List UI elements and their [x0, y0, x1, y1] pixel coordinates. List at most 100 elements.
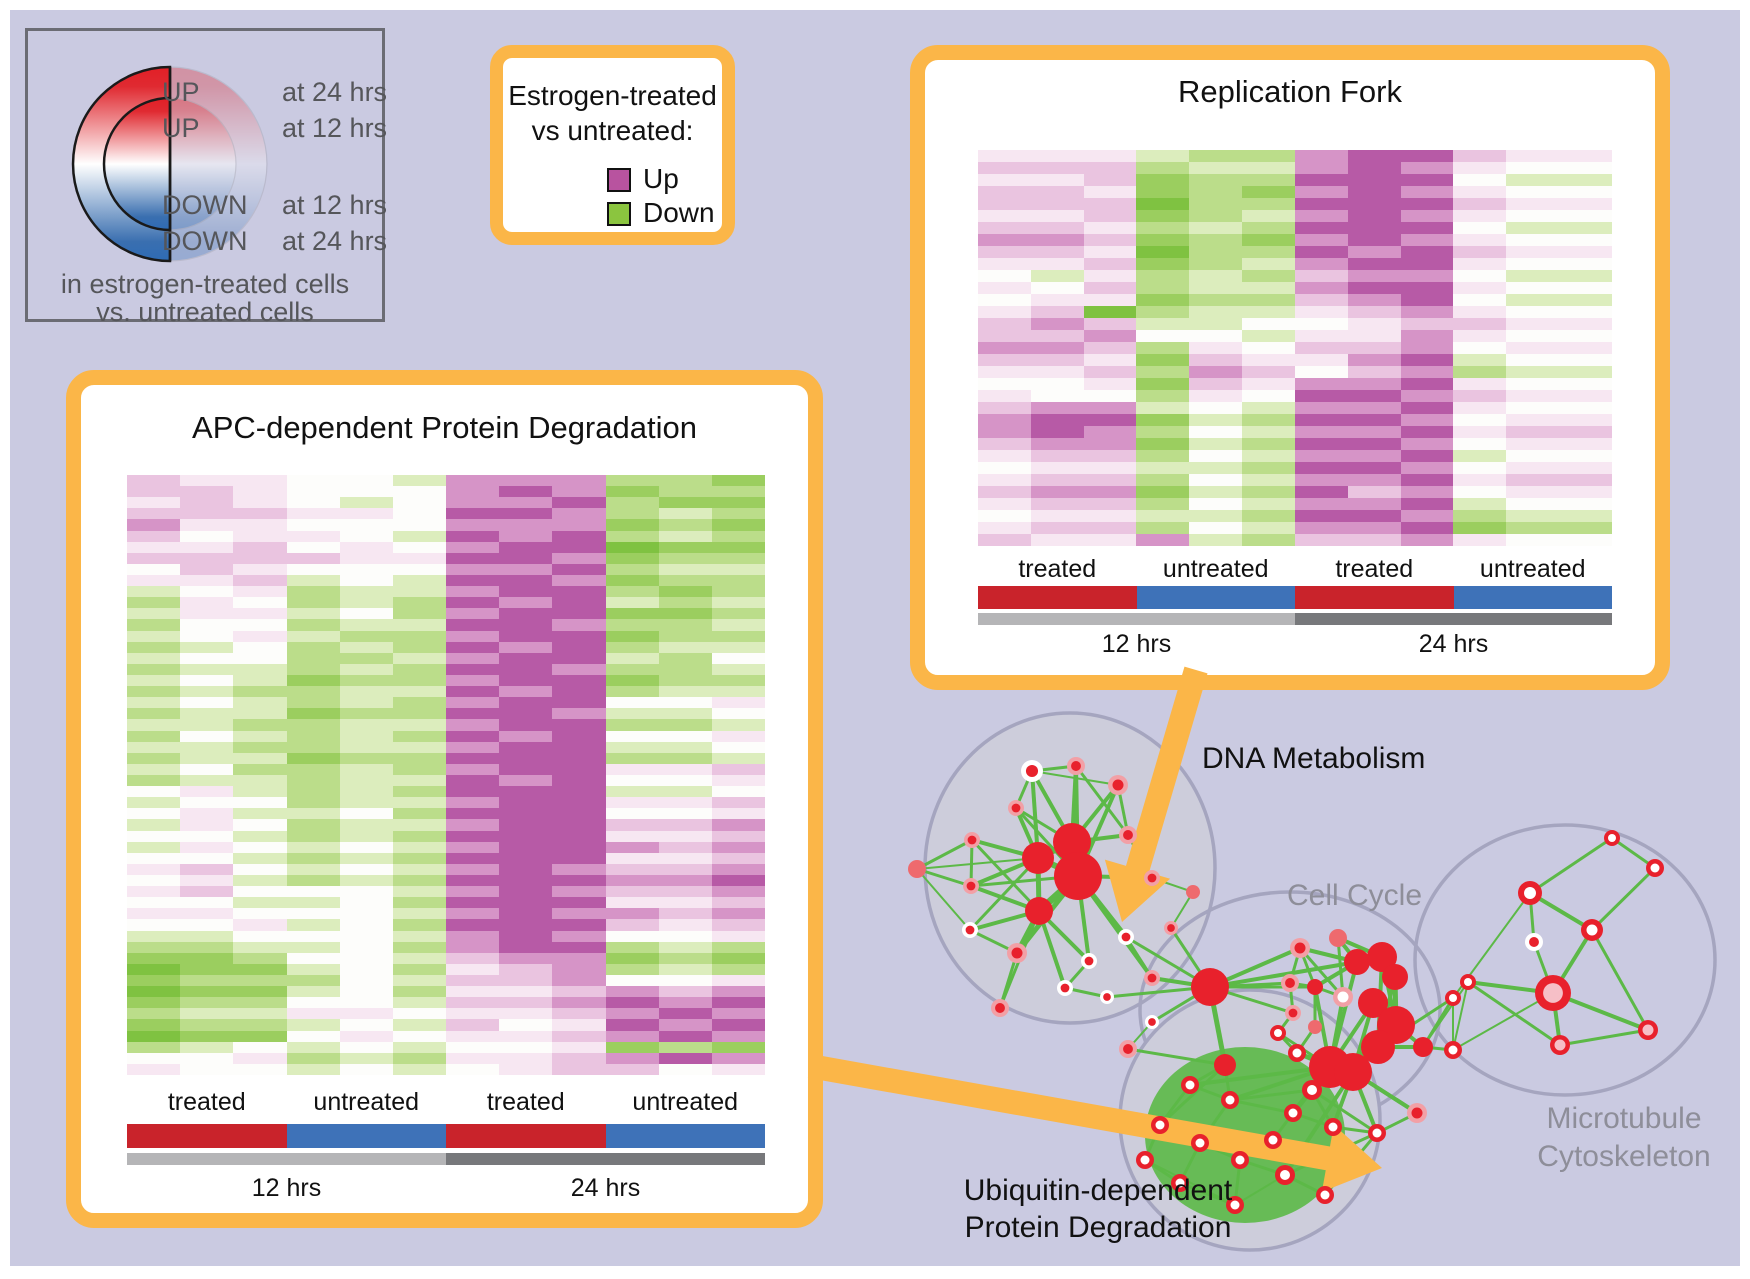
heatmap-cell: [978, 318, 1031, 330]
heatmap-cell: [339, 763, 393, 775]
heatmap-cell: [711, 519, 765, 531]
replication-bar-treated-12: [978, 586, 1137, 609]
heatmap-cell: [1400, 390, 1454, 402]
heatmap-cell: [978, 270, 1031, 282]
heatmap-cell: [711, 1019, 765, 1031]
heatmap-cell: [552, 852, 606, 864]
heatmap-cell: [1347, 198, 1401, 210]
heatmap-cell: [446, 1052, 500, 1064]
heatmap-cell: [499, 930, 553, 942]
heatmap-cell: [605, 508, 659, 520]
heatmap-cell: [552, 752, 606, 764]
apc-group-label-untreated-24: untreated: [632, 1088, 739, 1116]
heatmap-cell: [339, 952, 393, 964]
down-color-swatch: [607, 202, 631, 226]
heatmap-cell: [1030, 390, 1084, 402]
heatmap-cell: [711, 586, 765, 598]
heatmap-cell: [339, 1041, 393, 1053]
heatmap-cell: [392, 574, 446, 587]
heatmap-cell: [658, 541, 712, 553]
heatmap-cell: [1030, 294, 1084, 306]
network-node-core: [967, 835, 977, 845]
apc-time-bar-24hrs: [446, 1153, 765, 1165]
heatmap-cell: [658, 1019, 712, 1031]
network-node-core: [1608, 834, 1616, 842]
heatmap-cell: [1294, 414, 1348, 426]
heatmap-cell: [339, 1063, 393, 1075]
heatmap-cell: [605, 908, 659, 920]
heatmap-cell: [1189, 234, 1243, 246]
heatmap-cell: [1030, 222, 1084, 234]
heatmap-cell: [180, 741, 234, 753]
heatmap-cell: [1294, 390, 1348, 402]
heatmap-cell: [1506, 450, 1560, 462]
heatmap-cell: [1400, 474, 1454, 486]
heatmap-cell: [233, 941, 287, 953]
heatmap-cell: [392, 708, 446, 720]
heatmap-cell: [605, 797, 659, 809]
heatmap-cell: [1294, 150, 1348, 162]
heatmap-cell: [286, 797, 340, 809]
heatmap-cell: [180, 841, 234, 853]
heatmap-cell: [1189, 462, 1243, 474]
heatmap-cell: [1136, 246, 1190, 258]
heatmap-cell: [1242, 198, 1295, 210]
heatmap-cell: [1453, 462, 1507, 474]
heatmap-cell: [1242, 366, 1295, 378]
heatmap-cell: [446, 674, 500, 687]
heatmap-cell: [1559, 198, 1612, 210]
heatmap-cell: [1347, 414, 1401, 426]
heatmap-cell: [499, 841, 553, 853]
heatmap-cell: [711, 508, 765, 520]
heatmap-cell: [605, 874, 659, 887]
heatmap-cell: [499, 1008, 553, 1020]
network-edge: [916, 838, 973, 871]
heatmap-cell: [1506, 366, 1560, 378]
heatmap-cell: [1400, 450, 1454, 462]
heatmap-cell: [499, 1052, 553, 1064]
heatmap-cell: [1506, 378, 1560, 390]
network-node-core: [1337, 991, 1349, 1003]
network-edge: [1298, 947, 1345, 998]
heatmap-cell: [127, 530, 181, 542]
heatmap-cell: [552, 919, 606, 931]
heatmap-cell: [1453, 222, 1507, 234]
heatmap-cell: [605, 530, 659, 542]
heatmap-cell: [552, 874, 606, 887]
heatmap-cell: [499, 897, 553, 909]
heatmap-cell: [1559, 186, 1612, 198]
heatmap-cell: [286, 519, 340, 531]
heatmap-cell: [1294, 174, 1348, 186]
heatmap-cell: [605, 808, 659, 820]
heatmap-cell: [499, 808, 553, 820]
heatmap-cell: [1136, 438, 1190, 450]
heatmap-cell: [1400, 234, 1454, 246]
heatmap-cell: [127, 686, 181, 698]
heatmap-cell: [711, 563, 765, 575]
heatmap-cell: [499, 541, 553, 553]
apc-group-label-treated-12: treated: [167, 1088, 246, 1116]
heatmap-cell: [605, 486, 659, 498]
heatmap-cell: [1506, 438, 1560, 450]
heatmap-cell: [1189, 198, 1243, 210]
network-edge: [1528, 891, 1594, 932]
heatmap-cell: [286, 574, 340, 587]
heatmap-cell: [233, 786, 287, 798]
heatmap-cell: [339, 1019, 393, 1031]
heatmap-cell: [1559, 402, 1612, 414]
heatmap-cell: [180, 641, 234, 653]
heatmap-cell: [1347, 438, 1401, 450]
network-node-core: [1112, 779, 1124, 791]
heatmap-cell: [499, 986, 553, 998]
heatmap-cell: [392, 630, 446, 642]
heatmap-cell: [1030, 402, 1084, 414]
heatmap-cell: [392, 530, 446, 542]
heatmap-cell: [233, 897, 287, 909]
heatmap-cell: [233, 719, 287, 731]
heatmap-cell: [1506, 474, 1560, 486]
network-node-core: [1328, 1122, 1338, 1132]
heatmap-cell: [127, 486, 181, 498]
heatmap-cell: [1136, 318, 1190, 330]
heatmap-cell: [446, 819, 500, 831]
heatmap-cell: [233, 652, 287, 664]
